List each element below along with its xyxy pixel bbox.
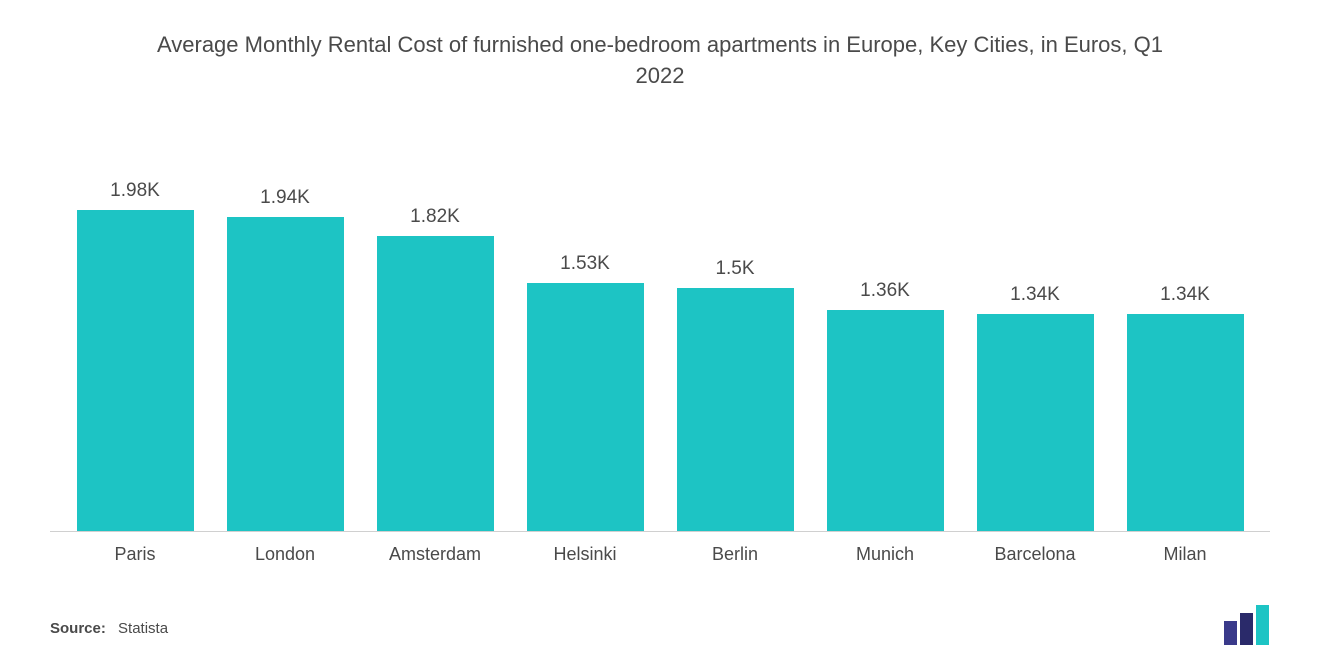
x-axis-label: Milan	[1110, 544, 1260, 565]
bar-group: 1.98K	[60, 152, 210, 531]
bar-group: 1.36K	[810, 152, 960, 531]
bar	[827, 310, 944, 530]
bar	[527, 283, 644, 531]
bar	[1127, 314, 1244, 531]
bar-group: 1.5K	[660, 152, 810, 531]
bar	[77, 210, 194, 531]
bar-group: 1.82K	[360, 152, 510, 531]
bar-value-label: 1.5K	[715, 258, 754, 280]
chart-plot-area: 1.98K 1.94K 1.82K 1.53K 1.5K 1.36K 1.34K…	[50, 152, 1270, 532]
x-axis-label: Barcelona	[960, 544, 1110, 565]
source-label: Source:	[50, 620, 106, 637]
bar	[977, 314, 1094, 531]
bar	[377, 236, 494, 531]
bar-value-label: 1.94K	[260, 187, 310, 209]
bar	[227, 217, 344, 531]
source-attribution: Source: Statista	[50, 620, 168, 637]
bar-value-label: 1.82K	[410, 206, 460, 228]
bar-group: 1.34K	[1110, 152, 1260, 531]
x-axis-label: Amsterdam	[360, 544, 510, 565]
x-axis-label: Berlin	[660, 544, 810, 565]
brand-logo-icon	[1220, 605, 1280, 645]
bar-group: 1.34K	[960, 152, 1110, 531]
bar-value-label: 1.36K	[860, 280, 910, 302]
logo-bar-2	[1240, 613, 1253, 645]
bar	[677, 288, 794, 531]
bar-value-label: 1.53K	[560, 253, 610, 275]
bar-group: 1.94K	[210, 152, 360, 531]
x-axis-labels: Paris London Amsterdam Helsinki Berlin M…	[50, 532, 1270, 565]
bar-value-label: 1.98K	[110, 180, 160, 202]
bar-group: 1.53K	[510, 152, 660, 531]
x-axis-label: Paris	[60, 544, 210, 565]
x-axis-label: Munich	[810, 544, 960, 565]
logo-bar-3	[1256, 605, 1269, 645]
source-value: Statista	[118, 620, 168, 637]
logo-bar-1	[1224, 621, 1237, 645]
x-axis-label: Helsinki	[510, 544, 660, 565]
bar-value-label: 1.34K	[1010, 284, 1060, 306]
bar-value-label: 1.34K	[1160, 284, 1210, 306]
chart-title: Average Monthly Rental Cost of furnished…	[50, 30, 1270, 92]
x-axis-label: London	[210, 544, 360, 565]
